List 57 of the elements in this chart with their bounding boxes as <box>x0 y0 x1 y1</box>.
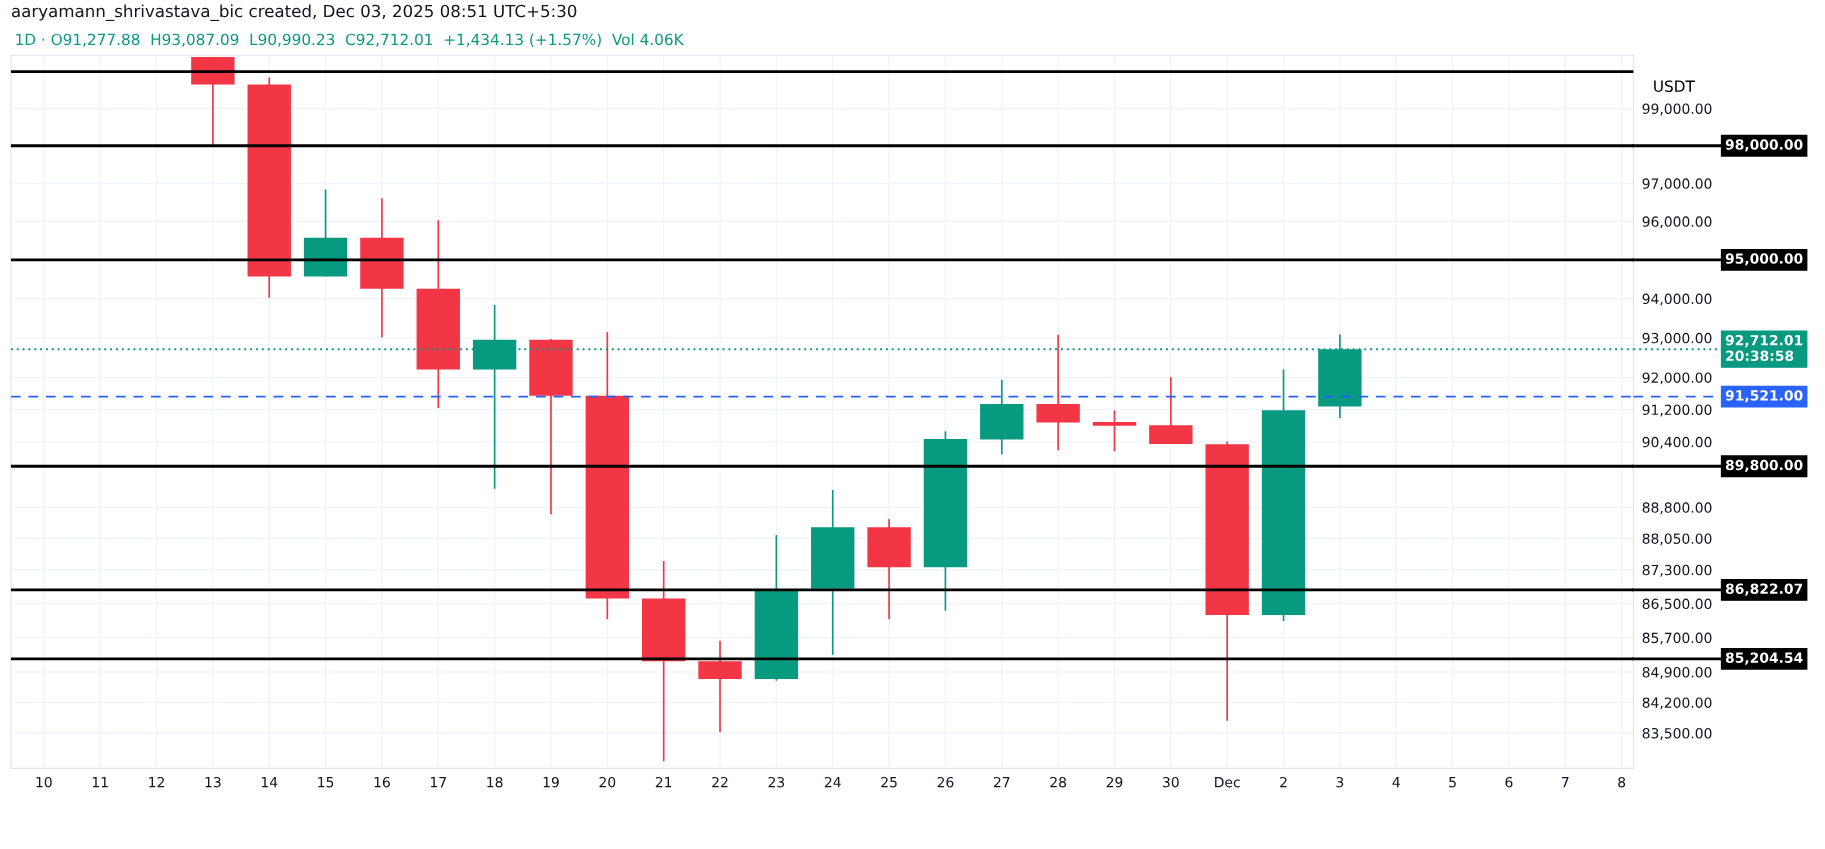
y-tick-label: 92,000.00 <box>1642 372 1712 385</box>
x-tick-label: 21 <box>655 776 672 788</box>
ref-line-label: 95,000.00 <box>1725 253 1803 266</box>
y-tick-label: 83,500.00 <box>1642 728 1712 740</box>
y-tick-label: 88,800.00 <box>1642 502 1712 515</box>
y-tick-label: 84,900.00 <box>1642 667 1712 679</box>
x-tick-label: 2 <box>1280 776 1287 788</box>
ref-line-label: 98,000.00 <box>1725 139 1803 152</box>
y-tick-label: 87,300.00 <box>1642 564 1712 577</box>
ref-line-label: 92,712.01 20:38:58 <box>1725 334 1803 362</box>
candlestick <box>1092 409 1137 453</box>
x-tick-label: 25 <box>881 776 897 788</box>
x-tick-label: 13 <box>205 776 221 788</box>
candlestick <box>1036 333 1080 452</box>
x-tick-label: 23 <box>768 776 785 788</box>
y-tick-label: 91,200.00 <box>1642 404 1712 417</box>
x-tick-label: 12 <box>149 776 164 788</box>
x-tick-label: 6 <box>1505 776 1513 788</box>
x-tick-label: 22 <box>712 776 728 788</box>
x-tick-label: 20 <box>599 776 616 788</box>
y-tick-label: 86,500.00 <box>1642 598 1712 611</box>
ref-line-label: 89,800.00 <box>1725 459 1803 473</box>
x-tick-label: 5 <box>1449 777 1456 788</box>
y-tick-label: 93,000.00 <box>1642 332 1712 345</box>
y-tick-label: 88,050.00 <box>1642 533 1712 546</box>
ref-line-label: 86,822.07 <box>1725 583 1803 596</box>
x-tick-label: 28 <box>1050 776 1067 788</box>
y-tick-label: 84,200.00 <box>1642 697 1712 710</box>
ref-line-label: 91,521.00 <box>1725 390 1803 403</box>
y-tick-label: 96,000.00 <box>1642 216 1712 229</box>
x-tick-label: 14 <box>261 777 278 788</box>
x-tick-label: 26 <box>937 776 954 788</box>
text: 1D · O91,277.88 H93,087.09 L90,990.23 C92,712.01 +1,434.13 (+1.57%) Vol 4.06K <box>16 33 684 47</box>
x-tick-label: Dec <box>1215 777 1240 788</box>
y-axis-title: USDT <box>1654 80 1695 92</box>
y-tick-label: 97,000.00 <box>1642 178 1712 191</box>
x-tick-label: 16 <box>374 776 390 788</box>
x-tick-label: 27 <box>993 776 1010 788</box>
y-tick-label: 94,000.00 <box>1642 293 1712 306</box>
x-tick-label: 7 <box>1562 777 1569 788</box>
x-tick-label: 8 <box>1618 776 1626 788</box>
x-tick-label: 3 <box>1336 776 1344 788</box>
x-tick-label: 15 <box>318 777 334 788</box>
chart-title: aaryamann_shrivastava_bic created, Dec 03, 2025 08:51 UTC+5:30 <box>11 4 577 22</box>
x-tick-label: 24 <box>824 776 841 788</box>
x-tick-label: 11 <box>92 777 108 788</box>
ref-line-label: 85,204.54 <box>1725 652 1803 665</box>
x-tick-label: 29 <box>1106 776 1123 788</box>
x-tick-label: 30 <box>1163 776 1179 788</box>
y-tick-label: 90,400.00 <box>1642 436 1712 449</box>
x-tick-label: 19 <box>543 776 559 788</box>
y-tick-label: 85,700.00 <box>1642 632 1712 645</box>
y-tick-label: 99,000.00 <box>1642 103 1712 116</box>
x-tick-label: 4 <box>1392 777 1400 788</box>
x-tick-label: 17 <box>430 777 446 788</box>
x-tick-label: 10 <box>36 776 52 788</box>
x-tick-label: 18 <box>487 776 503 788</box>
